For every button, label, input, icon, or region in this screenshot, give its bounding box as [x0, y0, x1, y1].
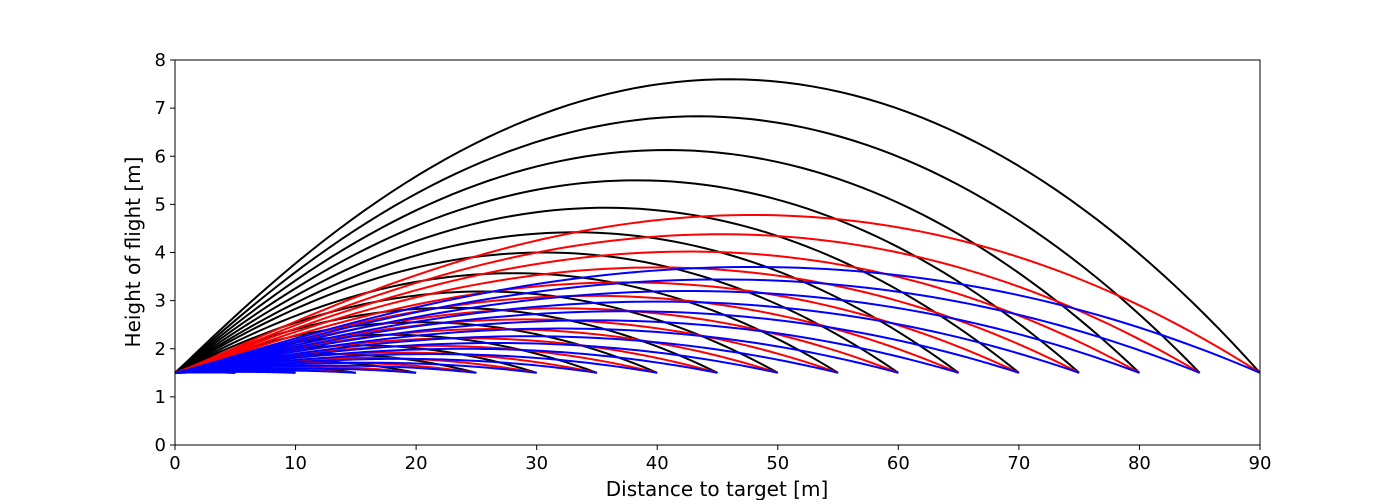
- y-tick-label: 6: [155, 146, 166, 167]
- x-tick-label: 80: [1128, 453, 1151, 474]
- y-tick-label: 4: [155, 243, 166, 264]
- y-tick-label: 3: [155, 291, 166, 312]
- x-tick-label: 20: [405, 453, 428, 474]
- x-tick-label: 10: [284, 453, 307, 474]
- y-tick-label: 2: [155, 339, 166, 360]
- x-tick-label: 30: [525, 453, 548, 474]
- x-tick-label: 50: [766, 453, 789, 474]
- y-tick-label: 1: [155, 387, 166, 408]
- x-tick-label: 60: [887, 453, 910, 474]
- y-axis: 0 1 2 3 4 5 6 7 8: [155, 50, 175, 456]
- y-tick-label: 8: [155, 50, 166, 71]
- trajectory-curves: [175, 79, 1260, 373]
- x-tick-label: 40: [646, 453, 669, 474]
- y-tick-label: 7: [155, 98, 166, 119]
- x-tick-label: 70: [1007, 453, 1030, 474]
- x-axis-label: Distance to target [m]: [606, 477, 829, 500]
- x-tick-label: 0: [169, 453, 180, 474]
- y-tick-label: 0: [155, 435, 166, 456]
- x-tick-label: 90: [1249, 453, 1272, 474]
- y-axis-label: Height of flight [m]: [121, 157, 145, 348]
- x-axis: 0 10 20 30 40 50 60 70 80 90: [169, 445, 1271, 474]
- y-tick-label: 5: [155, 194, 166, 215]
